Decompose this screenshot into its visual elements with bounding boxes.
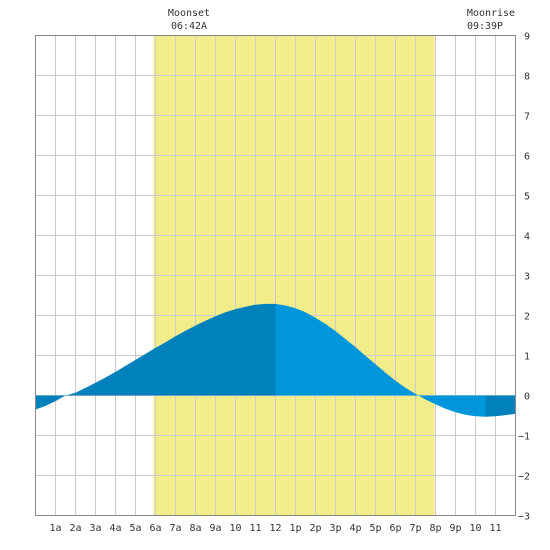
- x-tick-label: 6a: [149, 523, 161, 534]
- tide-area-afternoon: [275, 303, 486, 417]
- y-tick-label: 7: [524, 112, 530, 123]
- x-tick-label: 3p: [329, 523, 341, 534]
- y-tick-label: 8: [524, 72, 530, 83]
- moon-events: Moonset 06:42A Moonrise 09:39P: [168, 8, 515, 32]
- y-tick-label: 0: [524, 392, 530, 403]
- grid-layer: [35, 35, 516, 516]
- moonrise-time: 09:39P: [467, 21, 503, 32]
- plot-border: [35, 35, 516, 516]
- y-tick-label: 5: [524, 192, 530, 203]
- x-tick-label: 7a: [169, 523, 181, 534]
- y-axis-ticks: 9 8 7 6 5 4 3 2 1 0 −1 −2 −3: [518, 32, 530, 523]
- x-tick-label: 7p: [409, 523, 421, 534]
- x-tick-label: 5p: [369, 523, 381, 534]
- x-axis-ticks: 1a 2a 3a 4a 5a 6a 7a 8a 9a 10 11 12 1p 2p 3p 4p 5p 6p 7p 8p…: [49, 523, 501, 534]
- y-tick-label: −1: [518, 432, 530, 443]
- moonset-label: Moonset: [168, 8, 210, 19]
- x-tick-label: 4p: [349, 523, 361, 534]
- moonset-time: 06:42A: [171, 21, 207, 32]
- x-tick-label: 3a: [89, 523, 101, 534]
- y-tick-label: 1: [524, 352, 530, 363]
- x-tick-label: 6p: [389, 523, 401, 534]
- y-tick-label: 4: [524, 232, 530, 243]
- x-tick-label: 4a: [109, 523, 121, 534]
- y-tick-label: −3: [518, 512, 530, 523]
- y-tick-label: 3: [524, 272, 530, 283]
- y-tick-label: 2: [524, 312, 530, 323]
- tide-area-night: [485, 395, 516, 417]
- y-tick-label: −2: [518, 472, 530, 483]
- y-tick-label: 6: [524, 152, 530, 163]
- x-tick-label: 10: [469, 523, 481, 534]
- x-tick-label: 2a: [69, 523, 81, 534]
- x-tick-label: 10: [229, 523, 241, 534]
- x-tick-label: 11: [489, 523, 501, 534]
- x-tick-label: 12: [269, 523, 281, 534]
- x-tick-label: 1a: [49, 523, 61, 534]
- tide-area-layer: [35, 303, 516, 417]
- tide-area-morning: [35, 303, 276, 410]
- x-tick-label: 8a: [189, 523, 201, 534]
- y-tick-label: 9: [524, 32, 530, 43]
- x-tick-label: 5a: [129, 523, 141, 534]
- plot-frame: [35, 35, 516, 516]
- moonrise-label: Moonrise: [467, 8, 515, 19]
- x-tick-label: 2p: [309, 523, 321, 534]
- x-tick-label: 9a: [209, 523, 221, 534]
- x-tick-label: 1p: [289, 523, 301, 534]
- x-tick-label: 11: [249, 523, 261, 534]
- x-tick-label: 8p: [429, 523, 441, 534]
- x-tick-label: 9p: [449, 523, 461, 534]
